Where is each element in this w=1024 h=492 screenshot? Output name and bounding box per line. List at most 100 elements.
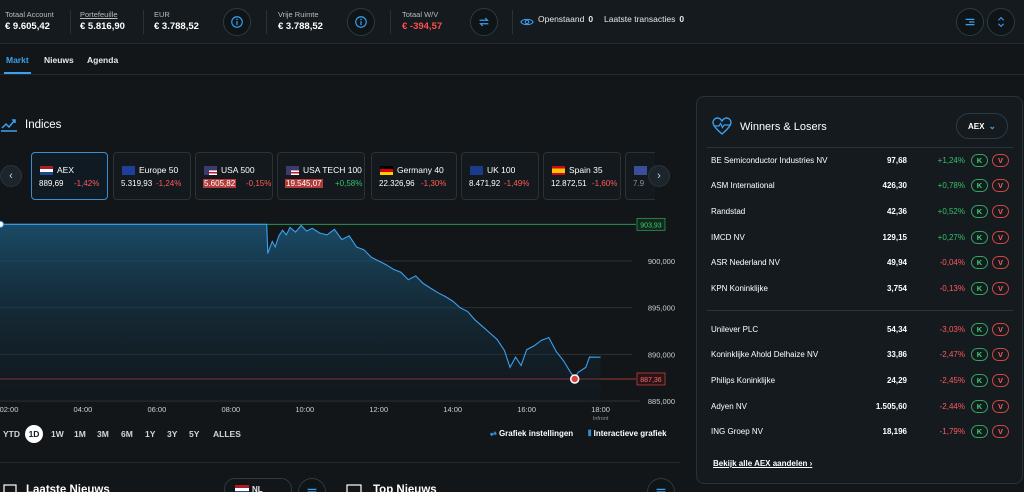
buy-button[interactable]: K [971, 425, 988, 438]
buy-button[interactable]: K [971, 205, 988, 218]
range-alles[interactable]: ALLES [213, 429, 241, 439]
stock-name[interactable]: ASR Nederland NV [711, 258, 780, 267]
stock-name[interactable]: IMCD NV [711, 233, 745, 242]
info-button[interactable] [347, 8, 375, 36]
stock-row[interactable]: KPN Koninklijke 3,754 -0,13% K V [711, 282, 1011, 298]
grafiek-instellingen-link[interactable]: ⇌ Grafiek instellingen [490, 429, 573, 438]
index-card-aex[interactable]: AEX 889,69 -1,42% [31, 152, 108, 200]
stock-name[interactable]: Philips Koninklijke [711, 376, 776, 385]
vrije-ruimte: Vrije Ruimte € 3.788,52 [278, 10, 323, 32]
buy-button[interactable]: K [971, 400, 988, 413]
sell-button[interactable]: V [992, 323, 1009, 336]
index-card-spain-35[interactable]: Spain 35 12.872,51 -1,60% [543, 152, 621, 200]
index-card-partial[interactable]: 7.9 [625, 152, 655, 200]
sell-button[interactable]: V [992, 400, 1009, 413]
sell-button[interactable]: V [992, 282, 1009, 295]
sell-button[interactable]: V [992, 374, 1009, 387]
stock-name[interactable]: Adyen NV [711, 402, 748, 411]
range-ytd[interactable]: YTD [3, 429, 20, 439]
stock-name[interactable]: Unilever PLC [711, 325, 759, 334]
cards-prev-button[interactable]: ‹ [0, 165, 22, 187]
sell-button[interactable]: V [992, 205, 1009, 218]
filter-icon [656, 488, 666, 492]
x-tick-label: 06:00 [147, 405, 166, 414]
top-news-filter-button[interactable] [647, 478, 675, 492]
index-card-uk-100[interactable]: UK 100 8.471,92 -1,49% [461, 152, 539, 200]
cards-next-button[interactable]: › [648, 165, 670, 187]
stock-row[interactable]: Adyen NV 1.505,60 -2,44% K V [711, 400, 1011, 416]
sell-button[interactable]: V [992, 348, 1009, 361]
y-tick-label: 885,000 [648, 397, 675, 406]
sell-button[interactable]: V [992, 179, 1009, 192]
range-1w[interactable]: 1W [51, 429, 64, 439]
expand-button[interactable] [987, 8, 1015, 36]
range-5y[interactable]: 5Y [189, 429, 200, 439]
totaal-wv-label: Totaal W/V [402, 10, 439, 19]
buy-button[interactable]: K [971, 348, 988, 361]
tab-markt[interactable]: Markt [6, 55, 29, 65]
portefeuille-link[interactable]: Portefeuille [80, 10, 118, 19]
laatste-transacties[interactable]: Laatste transacties 0 [604, 14, 684, 24]
stock-row[interactable]: ING Groep NV 18,196 -1,79% K V [711, 425, 1011, 441]
stock-name[interactable]: Randstad [711, 207, 746, 216]
buy-button[interactable]: K [971, 179, 988, 192]
layout-toggle-button[interactable] [956, 8, 984, 36]
totaal-account: Totaal Account € 9.605,42 [5, 10, 54, 32]
interactieve-grafiek-link[interactable]: ⫴ Interactieve grafiek [588, 429, 667, 439]
index-card-usa-500[interactable]: USA 500 5.605,82 -0,15% [195, 152, 273, 200]
range-1m[interactable]: 1M [74, 429, 86, 439]
stock-name[interactable]: ING Groep NV [711, 427, 764, 436]
sell-button[interactable]: V [992, 425, 1009, 438]
stock-name[interactable]: Koninklijke Ahold Delhaize NV [711, 350, 819, 359]
range-1d[interactable]: 1D [25, 425, 43, 443]
stock-row[interactable]: Unilever PLC 54,34 -3,03% K V [711, 323, 1011, 339]
buy-button[interactable]: K [971, 154, 988, 167]
range-1y[interactable]: 1Y [145, 429, 156, 439]
index-select-value: AEX [968, 121, 985, 131]
buy-button[interactable]: K [971, 256, 988, 269]
language-select[interactable]: NL [224, 478, 292, 492]
stock-change: +1,24% [937, 156, 965, 165]
chart-icon [1, 119, 17, 132]
stock-row[interactable]: Randstad 42,36 +0,52% K V [711, 205, 1011, 221]
swap-button[interactable] [470, 8, 498, 36]
buy-button[interactable]: K [971, 323, 988, 336]
y-tick-label: 895,000 [648, 304, 675, 313]
sell-button[interactable]: V [992, 231, 1009, 244]
stock-name[interactable]: ASM International [711, 181, 775, 190]
news-filter-button[interactable] [298, 478, 326, 492]
index-card-usa-tech-100[interactable]: USA TECH 100 19.545,07 +0,58% [277, 152, 365, 200]
stock-name[interactable]: BE Semiconductor Industries NV [711, 156, 828, 165]
openstaand[interactable]: Openstaand 0 [538, 14, 593, 24]
stock-row[interactable]: ASR Nederland NV 49,94 -0,04% K V [711, 256, 1011, 272]
index-card-germany-40[interactable]: Germany 40 22.326,96 -1,30% [371, 152, 457, 200]
index-name: UK 100 [487, 165, 516, 175]
portefeuille[interactable]: Portefeuille € 5.816,90 [80, 10, 125, 32]
stock-row[interactable]: BE Semiconductor Industries NV 97,68 +1,24… [711, 154, 1011, 170]
stock-row[interactable]: Koninklijke Ahold Delhaize NV 33,86 -2,47%… [711, 348, 1011, 364]
range-6m[interactable]: 6M [121, 429, 133, 439]
tab-nieuws[interactable]: Nieuws [44, 55, 74, 65]
index-card-europe-50[interactable]: Europe 50 5.319,93 -1,24% [113, 152, 191, 200]
sell-button[interactable]: V [992, 154, 1009, 167]
x-tick-label: 08:00 [221, 405, 240, 414]
info-button[interactable] [223, 8, 251, 36]
buy-button[interactable]: K [971, 231, 988, 244]
range-3y[interactable]: 3Y [167, 429, 178, 439]
aex-intraday-chart[interactable]: 885,000 890,000 895,000 900,000 02:00 04:00 06… [0, 205, 680, 420]
range-3m[interactable]: 3M [97, 429, 109, 439]
stock-row[interactable]: ASM International 426,30 +0,78% K V [711, 179, 1011, 195]
index-select[interactable]: AEX ⌄ [956, 113, 1008, 139]
buy-button[interactable]: K [971, 374, 988, 387]
stock-row[interactable]: Philips Koninklijke 24,29 -2,45% K V [711, 374, 1011, 390]
stock-row[interactable]: IMCD NV 129,15 +0,27% K V [711, 231, 1011, 247]
stock-name[interactable]: KPN Koninklijke [711, 284, 768, 293]
language-label: NL [252, 485, 263, 492]
chevron-down-icon: ⌄ [988, 120, 996, 131]
vrije-ruimte-label: Vrije Ruimte [278, 10, 319, 19]
tab-agenda[interactable]: Agenda [87, 55, 119, 65]
index-change: -1,30% [421, 179, 447, 188]
bekijk-alle-aandelen-link[interactable]: Bekijk alle AEX aandelen › [713, 459, 812, 468]
sell-button[interactable]: V [992, 256, 1009, 269]
buy-button[interactable]: K [971, 282, 988, 295]
